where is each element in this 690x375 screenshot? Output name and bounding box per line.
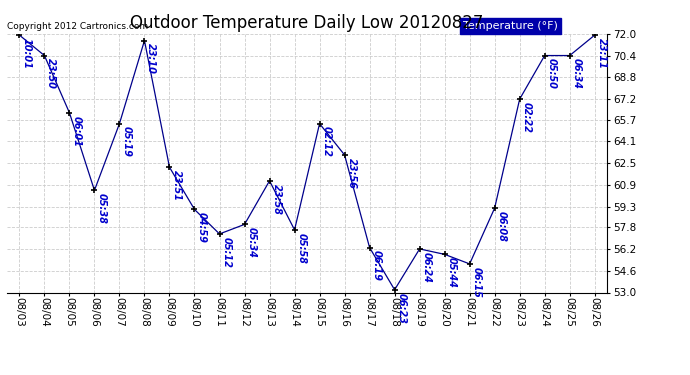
- Text: 05:58: 05:58: [297, 232, 306, 264]
- Text: 23:50: 23:50: [46, 58, 57, 89]
- Text: 06:23: 06:23: [397, 292, 406, 323]
- Text: 23:56: 23:56: [346, 158, 357, 189]
- Text: 05:19: 05:19: [121, 126, 131, 157]
- Text: 23:10: 23:10: [146, 44, 157, 74]
- Text: 06:15: 06:15: [471, 267, 482, 297]
- Text: 05:38: 05:38: [97, 193, 106, 224]
- Text: 05:44: 05:44: [446, 257, 457, 288]
- Text: 23:58: 23:58: [271, 184, 282, 214]
- Text: 10:01: 10:01: [21, 38, 31, 69]
- Title: Outdoor Temperature Daily Low 20120827: Outdoor Temperature Daily Low 20120827: [130, 14, 484, 32]
- Text: 23:11: 23:11: [597, 38, 607, 69]
- Text: 02:12: 02:12: [322, 126, 331, 157]
- Text: 06:19: 06:19: [371, 251, 382, 281]
- Text: 06:08: 06:08: [497, 211, 506, 242]
- Text: 05:50: 05:50: [546, 58, 557, 89]
- Text: 05:34: 05:34: [246, 227, 257, 258]
- Text: 06:34: 06:34: [571, 58, 582, 89]
- Text: 06:24: 06:24: [422, 252, 431, 283]
- Text: 23:51: 23:51: [171, 170, 181, 201]
- Text: 05:12: 05:12: [221, 237, 231, 268]
- Text: 02:22: 02:22: [522, 102, 531, 133]
- Text: 06:01: 06:01: [71, 116, 81, 146]
- Text: 04:59: 04:59: [197, 212, 206, 243]
- Text: Copyright 2012 Cartronics.com: Copyright 2012 Cartronics.com: [7, 22, 148, 31]
- Text: Temperature (°F): Temperature (°F): [463, 21, 558, 31]
